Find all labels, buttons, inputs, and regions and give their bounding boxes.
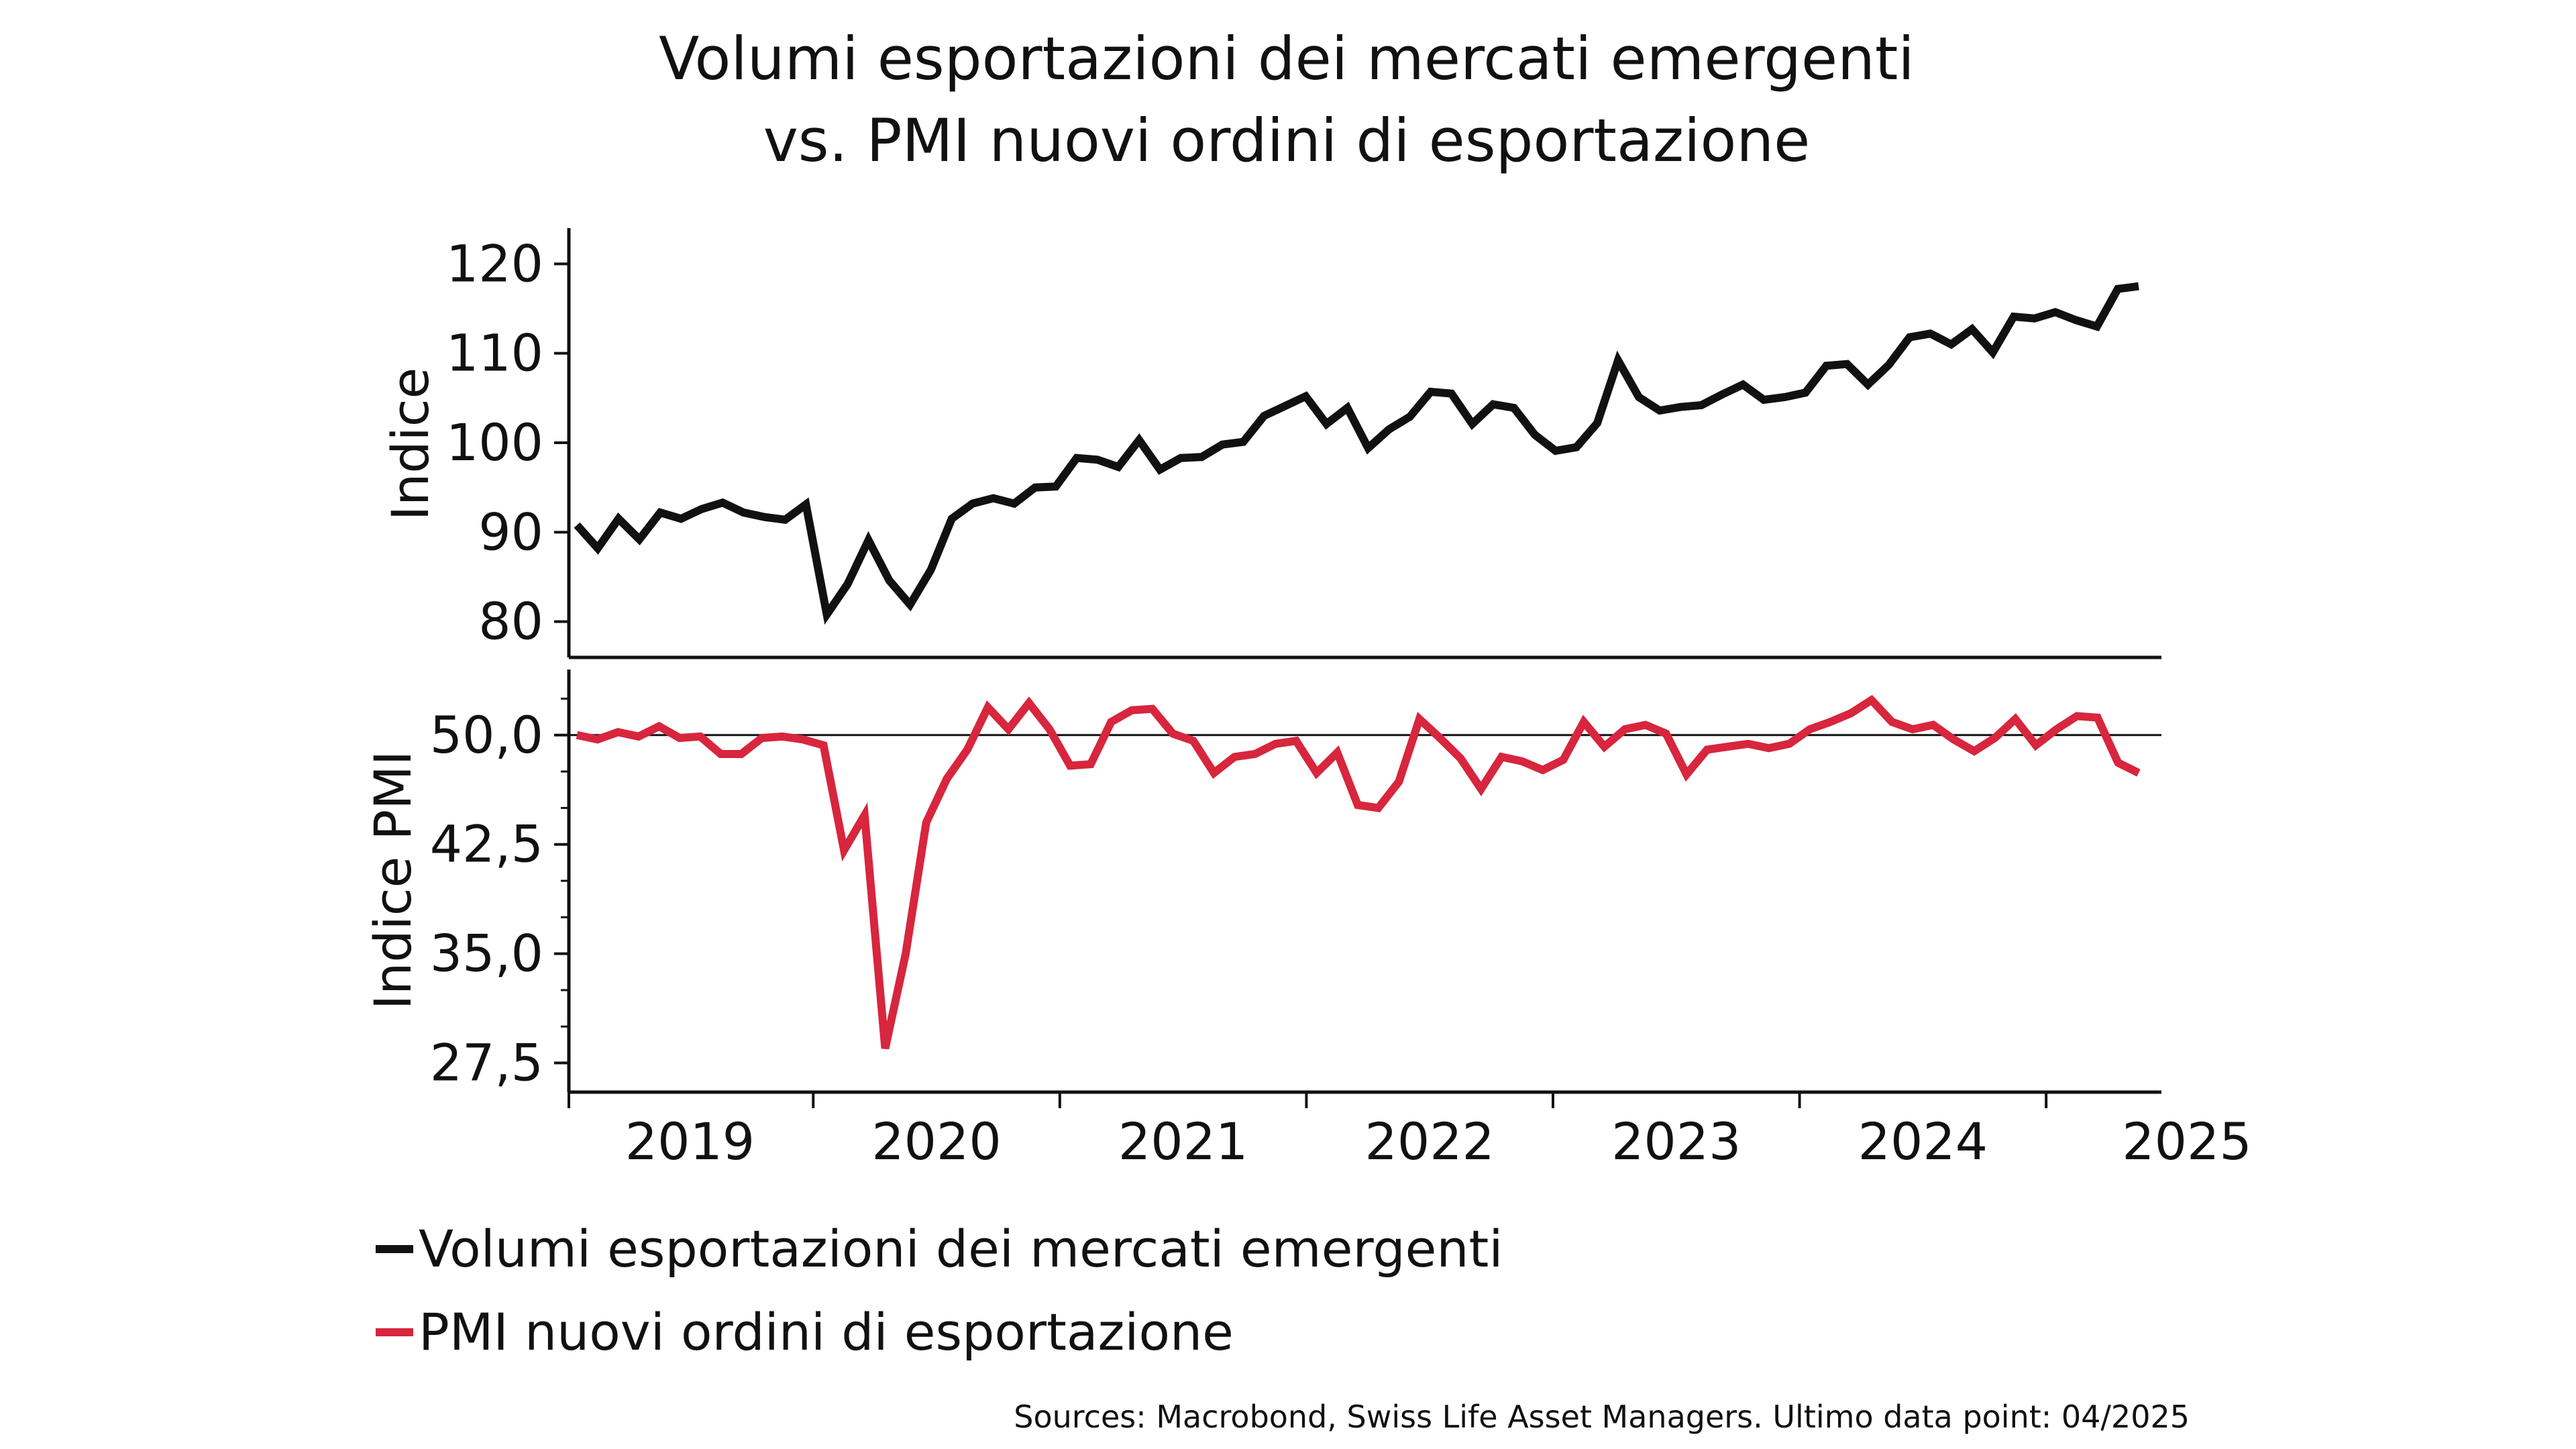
y-tick-label: 27,5: [430, 1033, 543, 1093]
y-tick-label: 110: [446, 323, 543, 383]
x-tick-label: 2020: [871, 1112, 1001, 1171]
y-tick-label: 80: [478, 592, 543, 651]
y-tick-label: 120: [446, 233, 543, 293]
series-line-1-0: [576, 694, 2141, 1050]
y-tick-label: 100: [446, 413, 543, 472]
chart-title: Volumi esportazioni dei mercati emergent…: [659, 24, 1915, 93]
top-y-axis-label: Indice: [380, 368, 440, 521]
legend-label-pmi: PMI nuovi ordini di esportazione: [419, 1302, 1234, 1362]
x-tick-label: 2025: [2122, 1112, 2251, 1171]
source-note: Sources: Macrobond, Swiss Life Asset Man…: [1014, 1399, 2190, 1435]
x-tick-label: 2023: [1611, 1112, 1741, 1171]
y-tick-label: 42,5: [430, 814, 543, 874]
bottom-panel: 50,0 42,5 35,0 27,5 Indice PMI 2019 2020 2021…: [363, 669, 2252, 1171]
y-tick-label: 35,0: [430, 924, 543, 983]
legend-label-exports: Volumi esportazioni dei mercati emergent…: [419, 1219, 1503, 1279]
x-tick-label: 2021: [1118, 1112, 1248, 1171]
top-panel: 120 110 100 90 80 Indice: [380, 228, 2161, 659]
x-tick-label: 2024: [1858, 1112, 1988, 1171]
legend: Volumi esportazioni dei mercati emergent…: [376, 1219, 1503, 1362]
x-tick-label: 2022: [1364, 1112, 1494, 1171]
bottom-y-axis-label: Indice PMI: [363, 751, 423, 1010]
chart-subtitle: vs. PMI nuovi ordini di esportazione: [763, 106, 1811, 175]
y-tick-label: 90: [478, 502, 543, 561]
y-tick-label: 50,0: [430, 705, 543, 765]
series-line-0-0: [574, 282, 2139, 625]
x-tick-label: 2019: [625, 1112, 755, 1171]
